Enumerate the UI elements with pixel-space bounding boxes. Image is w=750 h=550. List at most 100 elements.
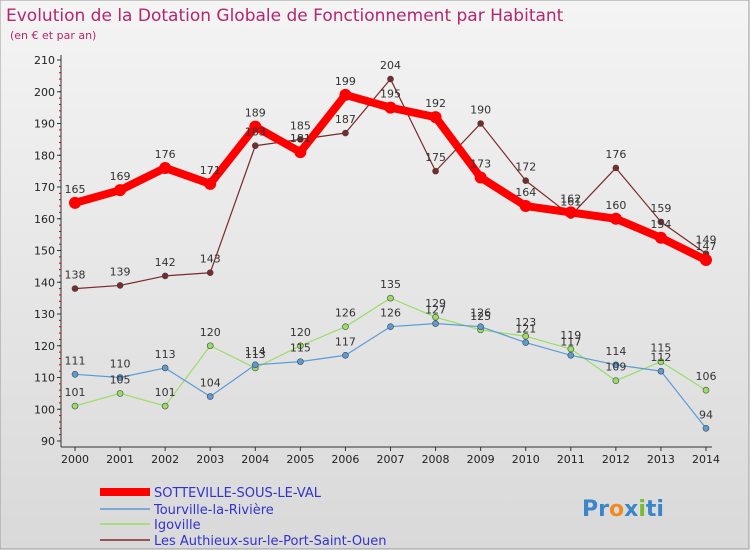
- y-tick-label: 100: [34, 403, 55, 416]
- data-point: [432, 320, 439, 327]
- data-label: 171: [200, 164, 221, 177]
- data-point: [297, 358, 304, 365]
- data-label: 119: [560, 329, 581, 342]
- data-label: 187: [335, 113, 356, 126]
- data-label: 199: [335, 75, 356, 88]
- data-label: 138: [65, 269, 86, 282]
- data-point: [251, 142, 259, 150]
- y-tick-label: 160: [34, 213, 55, 226]
- data-point: [387, 323, 394, 331]
- data-point: [71, 371, 79, 378]
- data-label: 127: [425, 304, 446, 317]
- data-point: [297, 136, 304, 143]
- data-label: 169: [110, 170, 131, 183]
- x-tick-label: 2004: [241, 453, 269, 466]
- data-label: 109: [605, 361, 626, 374]
- data-point: [69, 196, 81, 209]
- data-label: 164: [515, 186, 536, 199]
- data-point: [161, 364, 169, 372]
- data-label: 114: [245, 345, 266, 358]
- x-tick-label: 2001: [106, 453, 134, 466]
- data-point: [612, 164, 620, 172]
- data-label: 162: [560, 192, 581, 205]
- data-label: 160: [605, 199, 626, 212]
- data-label: 142: [155, 256, 176, 269]
- data-point: [206, 393, 214, 400]
- data-label: 101: [155, 386, 176, 399]
- data-label: 181: [290, 132, 311, 145]
- x-tick-label: 2012: [602, 453, 630, 466]
- legend-label: Tourville-la-Rivière: [153, 503, 274, 518]
- x-tick-label: 2014: [692, 453, 720, 466]
- data-point: [161, 402, 169, 410]
- data-point: [339, 88, 352, 101]
- data-label: 161: [560, 196, 581, 209]
- y-tick-label: 150: [34, 245, 55, 258]
- data-label: 120: [200, 326, 221, 339]
- data-label: 112: [650, 351, 671, 364]
- data-label: 114: [605, 345, 626, 358]
- data-label: 176: [605, 148, 626, 161]
- y-tick-label: 210: [34, 54, 55, 67]
- logo-part: i: [638, 497, 646, 522]
- legend-label: SOTTEVILLE-SOUS-LE-VAL: [154, 486, 322, 501]
- y-tick-label: 120: [34, 340, 55, 353]
- data-label: 172: [515, 161, 536, 174]
- data-point: [429, 111, 442, 124]
- data-label: 185: [290, 119, 311, 132]
- x-tick-label: 2005: [286, 453, 314, 466]
- chart-data-labels: 165 169 176 171 189 181 199 195 192 173 164 162 160 1…: [65, 59, 717, 421]
- data-point: [657, 367, 665, 375]
- data-point: [251, 361, 259, 369]
- logo-part: Pr: [582, 497, 609, 522]
- data-point: [384, 101, 397, 114]
- x-tick-label: 2011: [557, 453, 585, 466]
- data-point: [654, 231, 667, 244]
- x-tick-label: 2006: [331, 453, 359, 466]
- logo-part: x: [624, 497, 638, 522]
- chart-legend: SOTTEVILLE-SOUS-LE-VAL Tourville-la-Riviè…: [100, 486, 387, 549]
- data-label: 175: [425, 151, 446, 164]
- data-label: 117: [335, 335, 356, 348]
- data-label: 113: [245, 348, 266, 361]
- data-point: [567, 345, 575, 353]
- data-point: [387, 294, 394, 302]
- data-label: 183: [245, 126, 266, 139]
- data-point: [249, 120, 262, 133]
- data-label: 149: [696, 234, 717, 247]
- data-label: 173: [470, 157, 491, 170]
- data-label: 94: [699, 408, 713, 421]
- data-label: 126: [335, 307, 356, 320]
- data-point: [567, 351, 575, 359]
- data-point: [206, 269, 214, 277]
- data-label: 159: [650, 202, 671, 215]
- data-label: 123: [515, 316, 536, 329]
- data-point: [342, 129, 349, 137]
- data-point: [116, 374, 124, 381]
- x-tick-label: 2000: [61, 453, 89, 466]
- data-point: [612, 361, 620, 369]
- data-label: 195: [380, 88, 401, 101]
- data-point: [159, 161, 172, 174]
- data-label: 125: [470, 310, 491, 323]
- y-tick-label: 110: [34, 372, 55, 385]
- x-tick-label: 2010: [512, 453, 540, 466]
- data-point: [522, 332, 530, 340]
- data-point: [71, 402, 79, 410]
- data-label: 147: [696, 240, 717, 253]
- data-label: 139: [110, 265, 131, 278]
- data-label: 126: [470, 307, 491, 320]
- data-label: 101: [65, 386, 86, 399]
- data-point: [700, 254, 712, 267]
- data-point: [114, 184, 127, 197]
- y-tick-label: 90: [41, 435, 55, 448]
- y-tick-label: 130: [34, 308, 55, 321]
- data-point: [609, 212, 622, 225]
- data-point: [294, 146, 307, 159]
- data-point: [116, 282, 124, 289]
- data-label: 121: [515, 323, 536, 336]
- x-tick-label: 2003: [196, 453, 224, 466]
- data-label: 105: [110, 373, 131, 386]
